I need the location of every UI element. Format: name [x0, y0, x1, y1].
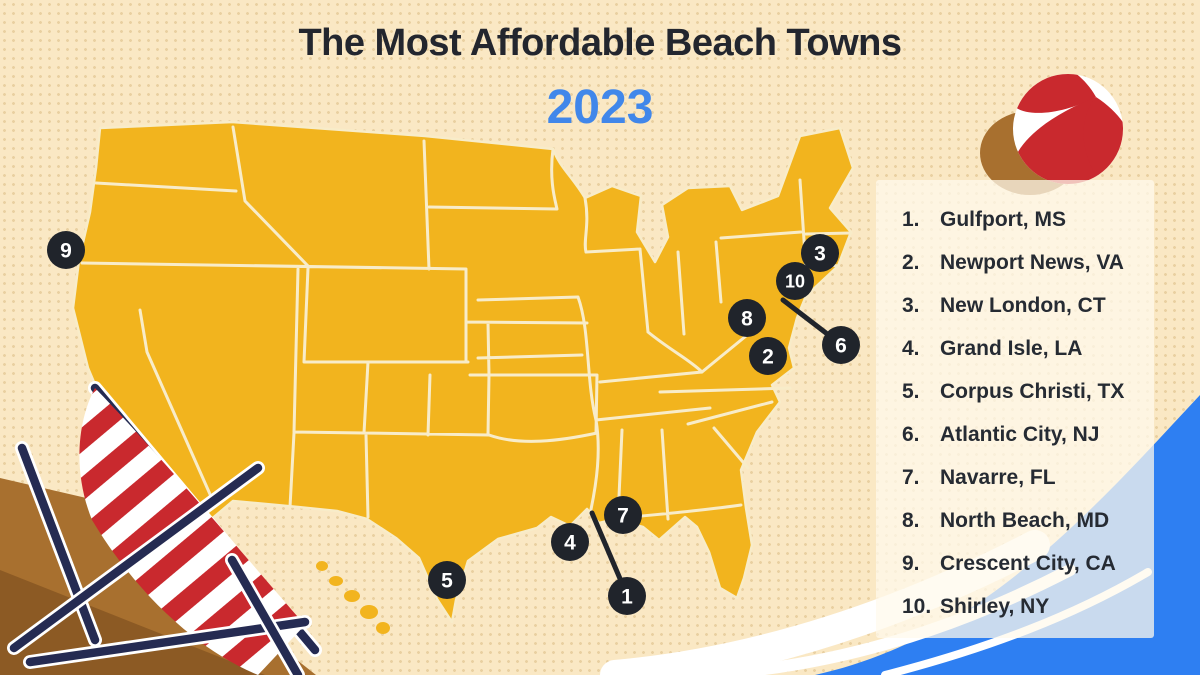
- town-name: Grand Isle, LA: [940, 336, 1083, 360]
- town-rank: 10.: [902, 594, 932, 618]
- town-row: 4. Grand Isle, LA: [902, 327, 1142, 370]
- map-marker-9: 9: [47, 231, 85, 269]
- town-name: Gulfport, MS: [940, 207, 1066, 231]
- map-marker-layer: 1 2 3 4 5 6 7 8 9 10: [47, 231, 860, 615]
- town-rank: 5.: [902, 379, 920, 403]
- town-row: 8. North Beach, MD: [902, 499, 1142, 542]
- page-title: The Most Affordable Beach Towns: [298, 22, 902, 64]
- map-marker-7: 7: [604, 496, 642, 534]
- town-row: 10. Shirley, NY: [902, 585, 1142, 628]
- town-rank: 6.: [902, 422, 920, 446]
- town-row: 2. Newport News, VA: [902, 241, 1142, 284]
- town-list-panel: [876, 180, 1154, 638]
- marker-circle: [822, 326, 860, 364]
- marker-circle: [801, 234, 839, 272]
- town-list: 1. Gulfport, MS 2. Newport News, VA 3. New Lo…: [902, 198, 1142, 628]
- town-rank: 1.: [902, 207, 920, 231]
- map-marker-10: 10: [776, 262, 814, 300]
- town-rank: 7.: [902, 465, 920, 489]
- marker-circle: [749, 337, 787, 375]
- marker-number: 5: [441, 570, 453, 593]
- map-marker-5: 5: [428, 561, 466, 599]
- marker-pointer-line: [589, 510, 624, 584]
- marker-number: 2: [762, 346, 774, 369]
- hawaii-islands: [316, 561, 390, 634]
- map-marker-8: 8: [728, 299, 766, 337]
- deck-chair-canvas: [79, 388, 305, 675]
- town-row: 3. New London, CT: [902, 284, 1142, 327]
- town-name: New London, CT: [940, 293, 1106, 317]
- town-name: North Beach, MD: [940, 508, 1110, 532]
- map-marker-6: 6: [822, 326, 860, 364]
- marker-number: 8: [741, 308, 753, 331]
- marker-circle: [608, 577, 646, 615]
- map-marker-1: 1: [608, 577, 646, 615]
- town-name: Crescent City, CA: [940, 551, 1116, 575]
- marker-pointer-line: [780, 297, 829, 336]
- map-marker-3: 3: [801, 234, 839, 272]
- marker-circle: [551, 523, 589, 561]
- marker-number: 7: [617, 505, 629, 528]
- marker-number: 9: [60, 240, 72, 263]
- town-rank: 8.: [902, 508, 920, 532]
- map-marker-4: 4: [551, 523, 589, 561]
- marker-number: 3: [814, 243, 826, 266]
- town-row: 1. Gulfport, MS: [902, 198, 1142, 241]
- town-name: Corpus Christi, TX: [940, 379, 1125, 403]
- town-row: 5. Corpus Christi, TX: [902, 370, 1142, 413]
- town-row: 6. Atlantic City, NJ: [902, 413, 1142, 456]
- town-name: Shirley, NY: [940, 594, 1050, 618]
- marker-number: 4: [564, 532, 576, 555]
- map-marker-2: 2: [749, 337, 787, 375]
- marker-number: 1: [621, 586, 633, 609]
- year-label: 2023: [546, 81, 654, 134]
- marker-circle: [604, 496, 642, 534]
- town-rank: 9.: [902, 551, 920, 575]
- beach-ball-icon: [980, 74, 1123, 195]
- marker-number: 6: [835, 335, 847, 358]
- town-rank: 3.: [902, 293, 920, 317]
- state-borders: [80, 125, 853, 521]
- town-name: Newport News, VA: [940, 250, 1124, 274]
- marker-circle: [776, 262, 814, 300]
- town-row: 9. Crescent City, CA: [902, 542, 1142, 585]
- town-row: 7. Navarre, FL: [902, 456, 1142, 499]
- marker-number: 10: [785, 271, 805, 291]
- town-rank: 4.: [902, 336, 920, 360]
- town-name: Atlantic City, NJ: [940, 422, 1100, 446]
- town-name: Navarre, FL: [940, 465, 1056, 489]
- marker-circle: [47, 231, 85, 269]
- deck-chair-icon: [7, 381, 322, 675]
- town-rank: 2.: [902, 250, 920, 274]
- marker-circle: [428, 561, 466, 599]
- marker-circle: [728, 299, 766, 337]
